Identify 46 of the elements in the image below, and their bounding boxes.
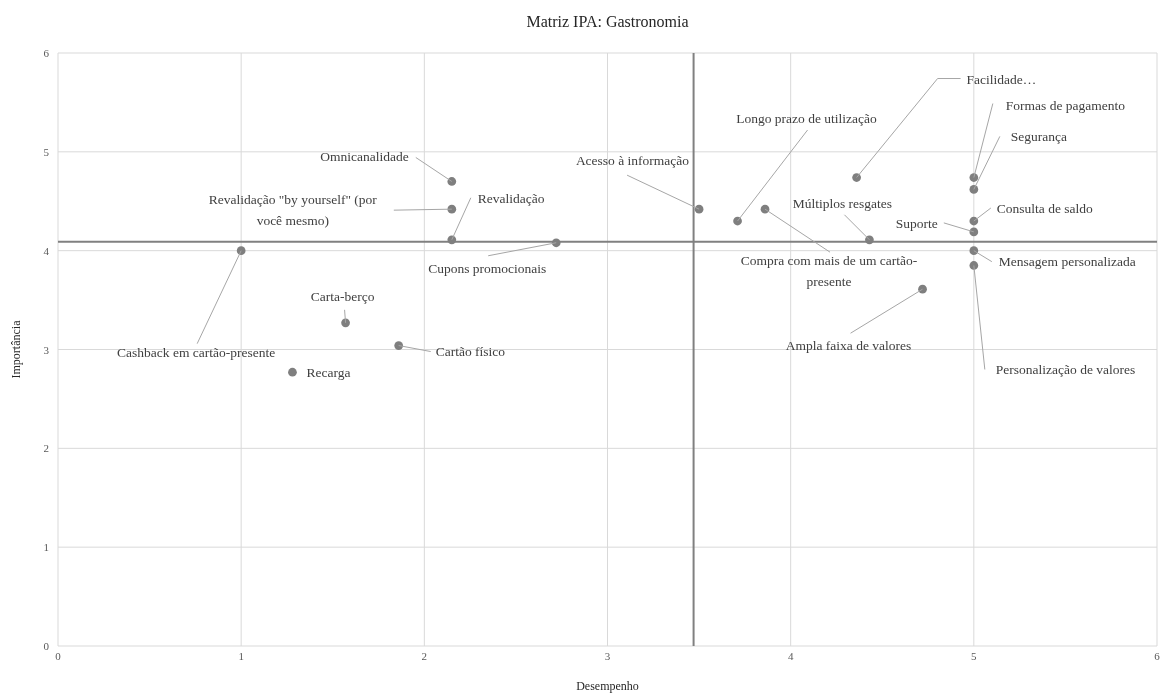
annotation: Facilidade… bbox=[966, 71, 1037, 87]
point bbox=[969, 246, 979, 256]
point bbox=[394, 341, 404, 350]
point bbox=[969, 185, 979, 194]
annotation: Formas de pagamento bbox=[1005, 97, 1126, 113]
x-axis-title: Desempenho bbox=[576, 679, 639, 693]
annotation: Cartão físico bbox=[435, 343, 506, 359]
point bbox=[288, 367, 297, 377]
x-tick-label: 5 bbox=[971, 650, 978, 662]
annotation: Suporte bbox=[895, 215, 938, 231]
chart-title: Matriz IPA: Gastronomia bbox=[526, 13, 689, 30]
y-tick-label: 6 bbox=[43, 47, 50, 59]
annotation: Acesso à informação bbox=[575, 153, 690, 169]
x-tick-label: 4 bbox=[787, 650, 794, 662]
x-tick-label: 6 bbox=[1154, 650, 1161, 662]
point bbox=[852, 173, 861, 182]
annotation: Omnicanalidade bbox=[320, 149, 409, 165]
annotation: Consulta de saldo bbox=[996, 201, 1094, 217]
y-axis-title: Importância bbox=[9, 319, 23, 379]
annotation: Revalidação bbox=[477, 190, 545, 206]
y-tick-label: 3 bbox=[43, 343, 50, 356]
y-tick-label: 1 bbox=[43, 541, 49, 554]
annotation: Carta-berço bbox=[310, 288, 375, 304]
x-tick-label: 3 bbox=[604, 650, 611, 662]
annotation: Segurança bbox=[1010, 129, 1068, 145]
point bbox=[969, 173, 979, 182]
annotation: Cashback em cartão-presente bbox=[117, 344, 276, 360]
point bbox=[341, 318, 350, 328]
annotation: Cupons promocionais bbox=[428, 260, 547, 276]
annotation: Mensagem personalizada bbox=[998, 253, 1136, 269]
annotation: Recarga bbox=[306, 365, 351, 381]
annotation: Compra com mais de um cartão-presente bbox=[740, 253, 918, 290]
x-tick-label: 0 bbox=[55, 650, 62, 662]
y-tick-label: 5 bbox=[43, 145, 50, 158]
point bbox=[733, 216, 742, 226]
annotation: Longo prazo de utilização bbox=[736, 111, 878, 127]
annotation: Revalidação "by yourself" (por você mesmo) bbox=[208, 192, 378, 229]
annotation: Personalização de valores bbox=[995, 362, 1136, 378]
annotation: Ampla faixa de valores bbox=[785, 338, 912, 354]
y-tick-label: 2 bbox=[43, 442, 49, 455]
x-tick-label: 2 bbox=[421, 650, 428, 662]
y-tick-label: 0 bbox=[43, 640, 50, 652]
y-tick-label: 4 bbox=[43, 244, 50, 257]
x-tick-label: 1 bbox=[238, 650, 244, 662]
annotation: Múltiplos resgates bbox=[792, 195, 893, 211]
point bbox=[918, 284, 927, 294]
